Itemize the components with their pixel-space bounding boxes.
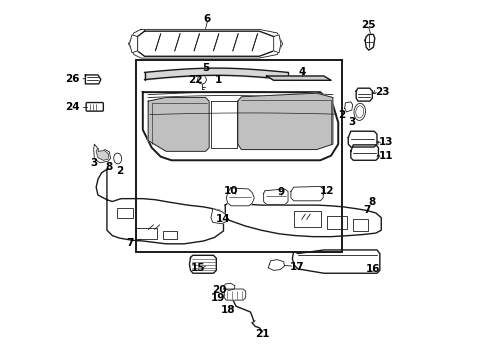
Text: 2: 2 <box>117 166 124 176</box>
Polygon shape <box>148 98 209 151</box>
Text: 3: 3 <box>348 117 355 127</box>
Polygon shape <box>224 289 245 300</box>
Polygon shape <box>274 35 281 53</box>
Polygon shape <box>96 148 109 160</box>
Text: 15: 15 <box>191 263 206 273</box>
Text: 1: 1 <box>215 75 222 85</box>
Text: 14: 14 <box>216 214 230 224</box>
Bar <box>294 211 321 227</box>
Polygon shape <box>137 31 274 56</box>
Polygon shape <box>365 35 375 50</box>
Polygon shape <box>85 75 101 84</box>
Polygon shape <box>225 202 381 237</box>
Text: 5: 5 <box>202 63 209 73</box>
Text: 25: 25 <box>362 20 376 30</box>
Polygon shape <box>226 188 254 206</box>
Text: 16: 16 <box>366 264 381 274</box>
Text: 12: 12 <box>320 186 335 197</box>
Text: 13: 13 <box>378 138 393 147</box>
Polygon shape <box>267 76 331 80</box>
Text: 17: 17 <box>290 262 304 272</box>
Text: 7: 7 <box>363 206 370 216</box>
Polygon shape <box>351 145 378 160</box>
Polygon shape <box>269 260 285 270</box>
Text: 2: 2 <box>338 111 345 121</box>
Polygon shape <box>224 283 235 291</box>
Text: 3: 3 <box>91 158 98 168</box>
Polygon shape <box>211 209 226 224</box>
Polygon shape <box>348 131 377 147</box>
Text: 26: 26 <box>66 74 80 84</box>
Text: 19: 19 <box>211 293 225 303</box>
Polygon shape <box>293 250 380 273</box>
Text: 21: 21 <box>255 329 270 339</box>
Polygon shape <box>143 92 338 160</box>
Polygon shape <box>356 88 372 101</box>
Polygon shape <box>96 169 223 244</box>
Polygon shape <box>264 189 288 204</box>
Text: 18: 18 <box>220 305 235 315</box>
Polygon shape <box>344 102 353 112</box>
Polygon shape <box>129 35 137 53</box>
Text: 7: 7 <box>126 238 134 248</box>
Bar <box>163 231 177 239</box>
Text: 9: 9 <box>277 187 284 197</box>
Text: 20: 20 <box>212 285 226 296</box>
Polygon shape <box>190 255 216 273</box>
Bar <box>117 208 133 218</box>
Text: 23: 23 <box>375 87 390 97</box>
Text: 4: 4 <box>299 67 306 77</box>
Bar <box>136 60 342 252</box>
Text: 11: 11 <box>378 150 393 161</box>
Text: 22: 22 <box>188 75 203 85</box>
Text: 8: 8 <box>106 162 113 172</box>
Text: 10: 10 <box>223 186 238 196</box>
Bar <box>327 216 347 229</box>
Polygon shape <box>94 144 111 163</box>
Bar <box>136 228 157 239</box>
Bar <box>353 220 368 231</box>
Text: 8: 8 <box>368 197 376 207</box>
Text: 24: 24 <box>65 102 79 112</box>
Text: 6: 6 <box>204 14 211 24</box>
Polygon shape <box>291 186 323 201</box>
Polygon shape <box>238 93 333 149</box>
